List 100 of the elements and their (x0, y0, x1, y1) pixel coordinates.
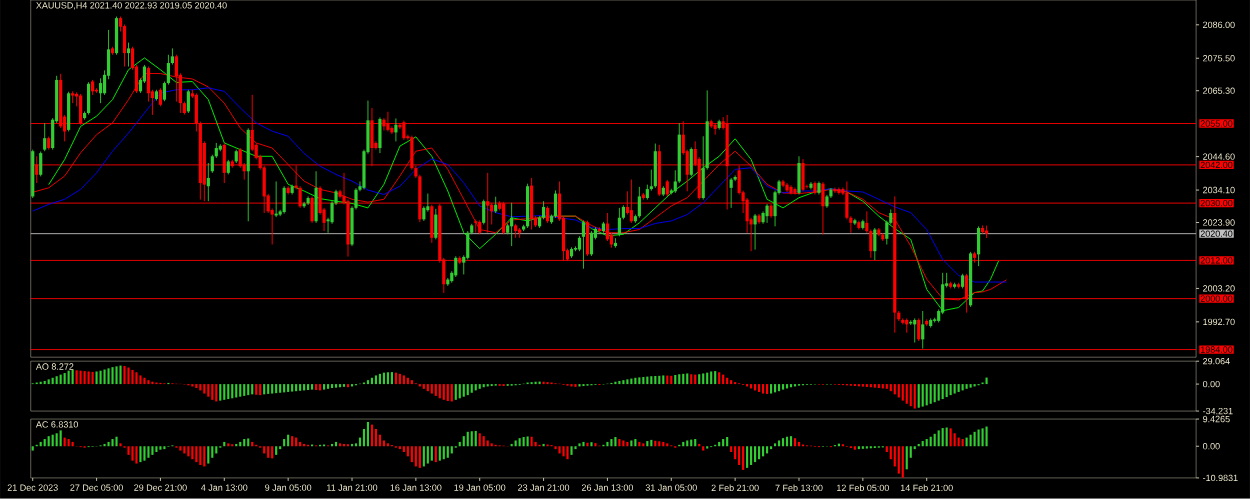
y-tick-label: 9.4265 (1203, 415, 1230, 423)
bar (382, 440, 386, 447)
bar (913, 384, 916, 409)
bar (750, 446, 753, 466)
bar (582, 441, 585, 447)
bar (31, 446, 34, 451)
bar (702, 446, 705, 451)
candlestick (753, 213, 757, 251)
bar (937, 384, 940, 401)
bar (55, 433, 58, 447)
bar (147, 446, 150, 458)
bar (95, 371, 98, 385)
bar (342, 384, 346, 387)
bar (518, 438, 521, 447)
bar (275, 446, 278, 455)
y-tick-label: -34.231 (1203, 407, 1233, 415)
x-tick-label: 23 Jan 21:00 (518, 484, 570, 491)
chart-title: XAUUSD,H4 2021.40 2022.93 2019.05 2020.40 (36, 2, 227, 10)
bar (758, 446, 761, 460)
ref-line-label: 1984.00 (1200, 346, 1233, 353)
bar (135, 446, 138, 464)
bar (478, 433, 481, 447)
bar (295, 384, 298, 392)
candlestick (917, 317, 921, 342)
bar (434, 446, 437, 463)
bar (362, 429, 366, 447)
x-tick-label: 19 Jan 05:00 (454, 484, 506, 491)
bar (239, 384, 242, 397)
bar (694, 374, 697, 385)
bar (255, 384, 258, 395)
bar (191, 446, 194, 460)
bar (570, 384, 573, 387)
bar (287, 384, 290, 393)
bar (446, 446, 449, 458)
bar (418, 446, 421, 468)
bar (486, 440, 489, 447)
ref-line-label: 2020.40 (1200, 230, 1233, 237)
y-tick-label: 2034.10 (1203, 186, 1235, 194)
bar (143, 446, 146, 461)
candlestick (43, 122, 47, 152)
bar (107, 368, 110, 385)
bar (905, 446, 908, 470)
bar (199, 446, 202, 466)
bar (438, 446, 441, 461)
bar (913, 446, 916, 450)
bar (135, 372, 138, 385)
y-tick-label: -10.9831 (1203, 474, 1238, 482)
candlestick (162, 81, 167, 102)
bar (718, 372, 721, 385)
bar (893, 384, 896, 395)
ref-line-label: 2000.00 (1200, 295, 1233, 302)
bar (131, 446, 134, 461)
bar (414, 446, 417, 467)
bar (450, 384, 453, 402)
bar (207, 384, 210, 397)
bar (781, 438, 785, 447)
bar (151, 381, 154, 385)
candlestick (765, 203, 769, 224)
bar (897, 446, 900, 474)
x-tick-label: 21 Dec 2023 (7, 484, 58, 491)
bar (558, 446, 561, 454)
y-tick-label: 2065.30 (1203, 87, 1235, 94)
bar (107, 441, 110, 447)
bar (99, 370, 102, 385)
bar (929, 384, 932, 404)
bar (187, 446, 190, 457)
bar (554, 446, 557, 450)
candlestick (793, 187, 797, 196)
bar (79, 370, 82, 385)
bar (921, 384, 924, 407)
bar (247, 438, 250, 447)
bar (889, 384, 892, 392)
x-tick-label: 26 Jan 13:00 (581, 484, 634, 491)
bar (279, 384, 282, 393)
bar (386, 443, 389, 447)
bar (957, 384, 960, 393)
bar (885, 446, 888, 453)
bar (111, 367, 114, 385)
bar (945, 384, 948, 398)
candlestick (673, 169, 677, 194)
candlestick (869, 229, 873, 259)
bar (941, 428, 944, 447)
bar (909, 446, 912, 458)
candlestick (482, 199, 486, 225)
bar (578, 443, 581, 447)
bar (263, 384, 266, 395)
bar (474, 431, 477, 447)
bar (702, 373, 705, 385)
candlestick (589, 230, 594, 257)
bar (969, 384, 972, 388)
bar (127, 367, 130, 385)
bar (247, 384, 250, 396)
bar (765, 384, 769, 395)
bar (654, 376, 657, 385)
bar (925, 384, 928, 406)
bar (686, 440, 689, 447)
bar (762, 446, 765, 457)
chart-title: AC 6.8310 (35, 421, 78, 428)
bar (119, 443, 122, 447)
bar (666, 443, 669, 447)
